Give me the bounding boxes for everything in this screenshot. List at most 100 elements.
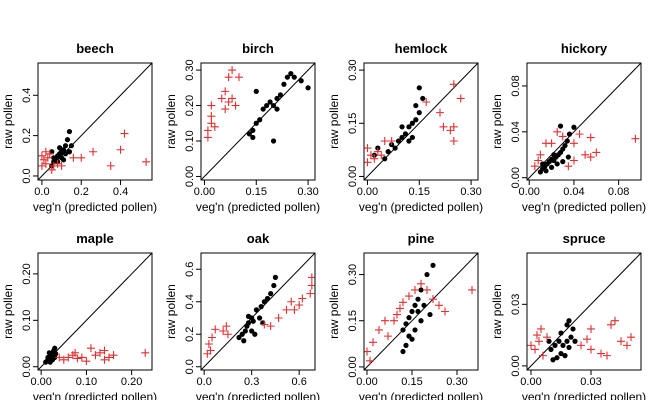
data-point (449, 122, 458, 131)
identity-line (527, 63, 641, 180)
panel-oak: oak veg'n (predicted pollen) raw pollen 0.0… (164, 231, 320, 400)
data-point (270, 138, 277, 144)
data-point (211, 325, 220, 334)
data-point (245, 320, 252, 326)
data-point (208, 333, 217, 342)
data-point (400, 348, 406, 355)
data-point (305, 85, 311, 91)
data-point (531, 345, 539, 354)
y-tick-label: 0.00 (347, 356, 359, 377)
data-point (369, 338, 377, 347)
data-point (221, 87, 230, 96)
data-point (38, 151, 46, 160)
y-tick-label: 0.2 (21, 128, 33, 143)
data-point (77, 153, 86, 162)
panel-title: beech (76, 41, 114, 56)
data-point (73, 354, 82, 363)
data-point (435, 301, 443, 310)
data-point (223, 330, 232, 339)
data-point (261, 299, 267, 305)
data-point (424, 271, 430, 278)
panel-title: oak (247, 231, 270, 246)
data-point (91, 351, 100, 360)
data-point (45, 354, 51, 361)
data-point (556, 338, 562, 344)
identity-line (364, 63, 478, 180)
data-point (281, 81, 287, 87)
data-point (558, 350, 564, 357)
y-tick-label: 0.30 (184, 59, 196, 80)
data-point (548, 346, 554, 353)
data-point (291, 74, 297, 80)
data-point (399, 124, 405, 130)
data-point (581, 150, 590, 159)
data-point (219, 327, 228, 335)
plot-marks (201, 253, 315, 370)
data-point (540, 161, 546, 167)
data-point (552, 342, 558, 348)
data-point (207, 119, 216, 128)
data-point (566, 344, 572, 351)
x-axis-label: veg'n (predicted pollen) (522, 200, 646, 214)
data-point (564, 138, 570, 144)
x-tick-label: 0.6 (292, 376, 307, 388)
data-point (553, 127, 562, 136)
data-point (120, 129, 129, 138)
data-point (250, 318, 256, 324)
data-point (396, 304, 404, 313)
panel-title: birch (242, 41, 274, 56)
data-point (583, 335, 591, 344)
data-point (252, 331, 258, 337)
data-point (539, 351, 547, 360)
data-point (441, 307, 449, 316)
data-point (287, 297, 296, 306)
data-point (557, 123, 564, 129)
data-point (565, 154, 571, 160)
x-axis-label: veg'n (predicted pollen) (359, 390, 483, 400)
x-tick-label: 0.00 (520, 376, 541, 388)
data-point (203, 133, 212, 142)
data-point (242, 328, 248, 334)
y-tick-label: 0.15 (347, 113, 359, 134)
data-point (568, 334, 574, 340)
data-point (393, 310, 401, 319)
data-point (436, 108, 444, 117)
data-point (569, 156, 578, 165)
panel-pine: pine veg'n (predicted pollen) raw pollen 0.… (327, 231, 483, 400)
data-point (203, 349, 212, 358)
data-point (421, 302, 427, 308)
plot-marks (38, 63, 152, 180)
data-point (307, 281, 315, 290)
data-point (256, 315, 263, 321)
data-point (264, 102, 270, 109)
x-tick-label: 0.20 (121, 376, 142, 388)
data-point (228, 66, 237, 75)
x-tick-label: 0.03 (580, 376, 601, 388)
data-point (277, 92, 284, 98)
data-point (100, 346, 109, 355)
y-tick-label: 0.00 (510, 355, 522, 376)
x-tick-label: 0.2 (74, 186, 89, 198)
data-point (586, 153, 595, 162)
x-axis-label: veg'n (predicted pollen) (33, 390, 157, 400)
data-point (406, 315, 412, 321)
data-point (41, 147, 50, 156)
data-point (405, 292, 413, 301)
data-point (558, 330, 564, 336)
y-axis-label: raw pollen (1, 284, 15, 339)
y-tick-label: 0.00 (184, 166, 196, 187)
data-point (236, 334, 242, 341)
data-point (530, 162, 539, 171)
y-tick-label: 0.2 (184, 327, 196, 342)
identity-line (38, 253, 152, 370)
data-point (406, 124, 412, 130)
plot-frame (363, 252, 479, 371)
plot-marks (527, 63, 641, 180)
data-point (266, 322, 275, 331)
x-axis-label: veg'n (predicted pollen) (522, 390, 646, 400)
panel-title: hickory (561, 41, 608, 56)
data-point (468, 285, 476, 294)
panel-spruce: spruce veg'n (predicted pollen) raw pollen… (490, 231, 646, 400)
data-point (611, 316, 619, 325)
